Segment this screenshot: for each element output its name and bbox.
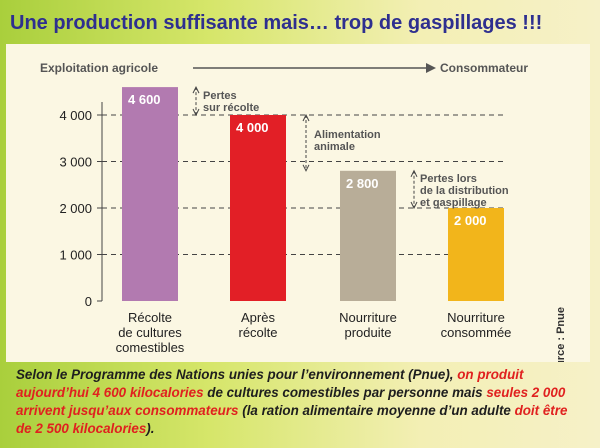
category-label: Nourriture xyxy=(447,310,505,325)
category-label: Récolte xyxy=(128,310,172,325)
category-label: produite xyxy=(345,325,392,340)
caption-segment: (la ration alimentaire moyenne d’un adul… xyxy=(238,403,515,418)
annotation-pertes-recolte-label: Pertes xyxy=(203,90,237,102)
category-label: de cultures xyxy=(118,325,182,340)
caption-highlight: seules 2 000 arrivent jusqu’aux consomma… xyxy=(16,385,566,418)
annotation-pertes-distribution-arrow-bottom xyxy=(410,201,418,210)
annotation-pertes-distribution-label: Pertes lors xyxy=(420,173,477,185)
annotation-alimentation-animale-label: Alimentation xyxy=(314,129,381,141)
category-label: comestibles xyxy=(116,340,185,355)
bar xyxy=(340,170,396,301)
annotation-pertes-recolte-arrow-top xyxy=(192,85,200,94)
bar-chart: Exploitation agricole Consommateur 0 1 000 2… xyxy=(40,61,567,362)
caption-highlight: doit être de 2 500 kilocalories xyxy=(16,403,568,436)
category-label: récolte xyxy=(238,325,277,340)
bar-value-label: 2 800 xyxy=(346,176,379,191)
chart-panel: Exploitation agricole Consommateur 0 1 000 2… xyxy=(6,44,590,362)
source-label: Source : Pnue xyxy=(555,307,567,362)
bar xyxy=(230,115,286,301)
caption-highlight: on produit aujourd’hui 4 600 kilocalorie… xyxy=(16,367,524,400)
caption-text: Selon le Programme des Nations unies pou… xyxy=(16,366,584,442)
bar xyxy=(448,208,504,301)
page-title: Une production suffisante mais… trop de … xyxy=(10,12,543,34)
bar-value-label: 4 000 xyxy=(236,120,269,135)
annotation-alimentation-animale-arrow-bottom xyxy=(302,164,310,172)
caption-segment: ). xyxy=(146,421,155,436)
annotation-pertes-recolte-label: sur récolte xyxy=(203,102,259,114)
annotation-alimentation-animale-arrow-top xyxy=(302,113,310,122)
y-tick-label: 3 000 xyxy=(59,155,92,170)
flow-from-label: Exploitation agricole xyxy=(40,61,158,75)
annotation-alimentation-animale-label: animale xyxy=(314,141,355,153)
annotation-pertes-distribution-arrow-top xyxy=(410,169,418,178)
annotation-pertes-distribution-label: de la distribution xyxy=(420,185,509,197)
category-label: Après xyxy=(241,310,275,325)
y-tick-label: 2 000 xyxy=(59,201,92,216)
bar xyxy=(122,87,178,301)
annotation-pertes-distribution-label: et gaspillage xyxy=(420,197,487,209)
caption-segment: Selon le Programme des Nations unies pou… xyxy=(16,367,458,382)
flow-to-label: Consommateur xyxy=(440,61,528,75)
bar-value-label: 4 600 xyxy=(128,92,161,107)
bar-value-label: 2 000 xyxy=(454,213,487,228)
y-tick-label: 1 000 xyxy=(59,248,92,263)
y-tick-label: 0 xyxy=(85,294,92,309)
category-label: Nourriture xyxy=(339,310,397,325)
y-tick-label: 4 000 xyxy=(59,108,92,123)
flow-arrow-head xyxy=(426,63,436,73)
caption-segment: de cultures comestibles par personne mai… xyxy=(203,385,487,400)
annotation-pertes-recolte-arrow-bottom xyxy=(192,108,200,117)
category-label: consommée xyxy=(441,325,512,340)
